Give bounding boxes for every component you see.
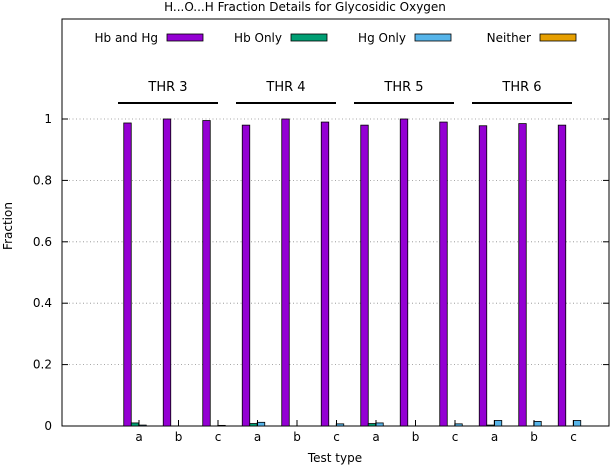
bar-hb-and-hg xyxy=(478,125,488,427)
y-axis-ticks: 0 0.2 0.4 0.6 0.8 1 xyxy=(33,112,609,433)
bar-hb-and-hg xyxy=(399,118,409,427)
gridlines xyxy=(62,118,609,366)
bar-hg-only xyxy=(256,421,266,427)
bar-hb-and-hg xyxy=(360,124,369,427)
legend-swatch xyxy=(539,33,577,42)
x-tick-label: a xyxy=(135,430,142,444)
x-tick-label: c xyxy=(215,430,222,444)
legend-label: Hg Only xyxy=(358,31,406,45)
group-label: THR 4 xyxy=(265,80,305,95)
plot-frame xyxy=(61,18,610,427)
legend-label: Hb and Hg xyxy=(95,31,159,45)
bar-hg-only xyxy=(217,424,226,427)
group-label: THR 6 xyxy=(501,80,541,95)
legend: Hb and Hg Hb Only Hg Only Neither xyxy=(95,31,577,45)
x-tick-label: c xyxy=(570,430,577,444)
y-tick-label: 0 xyxy=(44,419,52,433)
legend-swatch xyxy=(290,33,328,42)
bar-hb-and-hg xyxy=(123,122,132,427)
bar-hb-only xyxy=(367,423,377,427)
group-labels: THR 3 THR 4 THR 5 THR 6 xyxy=(118,80,572,104)
group-label: THR 5 xyxy=(383,80,423,95)
bar-hg-only xyxy=(375,422,384,427)
bar-hb-and-hg xyxy=(518,123,527,427)
bar-hb-only xyxy=(130,422,140,427)
x-tick-label: a xyxy=(254,430,261,444)
bar-hb-and-hg xyxy=(320,121,330,427)
bar-hg-only xyxy=(454,423,463,427)
x-tick-label: c xyxy=(333,430,340,444)
y-axis-label: Fraction xyxy=(1,202,15,250)
bar-hb-and-hg xyxy=(439,121,448,427)
x-axis-label: Test type xyxy=(307,451,362,465)
legend-label: Neither xyxy=(487,31,531,45)
x-tick-label: b xyxy=(530,430,538,444)
group-label: THR 3 xyxy=(147,80,187,95)
bar-hg-only xyxy=(533,420,542,427)
bar-hb-and-hg xyxy=(202,120,211,427)
y-tick-label: 0.6 xyxy=(33,235,52,249)
bar-hb-and-hg xyxy=(281,118,290,427)
bar-hg-only xyxy=(493,420,503,427)
chart-title: H...O...H Fraction Details for Glycosidi… xyxy=(164,0,446,14)
x-tick-label: b xyxy=(412,430,420,444)
x-tick-label: c xyxy=(452,430,459,444)
bar-hg-only xyxy=(572,420,582,427)
bars xyxy=(123,118,582,427)
bar-hb-only xyxy=(249,423,258,427)
bar-hg-only xyxy=(138,424,147,427)
y-tick-label: 0.2 xyxy=(33,358,52,372)
legend-swatch xyxy=(166,33,204,42)
bar-hb-and-hg xyxy=(241,124,251,427)
legend-swatch xyxy=(414,33,452,42)
legend-label: Hb Only xyxy=(234,31,282,45)
x-tick-label: a xyxy=(491,430,498,444)
x-tick-label: b xyxy=(175,430,183,444)
x-tick-label: a xyxy=(372,430,379,444)
bar-hb-and-hg xyxy=(557,124,567,427)
y-tick-label: 0.8 xyxy=(33,173,52,187)
bar-hb-only xyxy=(486,424,495,427)
bar-hg-only xyxy=(335,423,345,427)
x-tick-label: b xyxy=(293,430,301,444)
y-tick-label: 0.4 xyxy=(33,296,52,310)
y-tick-label: 1 xyxy=(44,112,52,126)
bar-hb-and-hg xyxy=(162,118,172,427)
